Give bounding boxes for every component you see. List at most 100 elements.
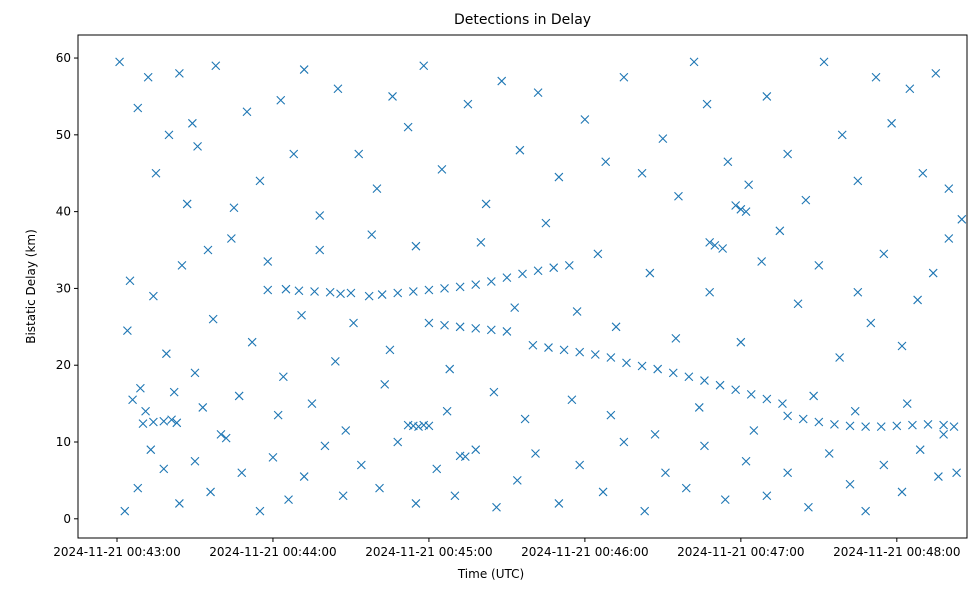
data-point <box>432 464 442 474</box>
data-point <box>190 456 200 466</box>
data-point <box>255 506 265 516</box>
data-point <box>206 487 215 497</box>
y-tick-label: 40 <box>56 205 71 219</box>
data-point <box>762 92 772 101</box>
data-point <box>944 184 954 193</box>
data-point <box>414 422 423 432</box>
data-point <box>356 460 366 470</box>
data-point <box>606 353 616 362</box>
data-point <box>705 237 715 247</box>
data-point <box>289 149 299 159</box>
data-point <box>575 347 585 357</box>
data-point <box>349 318 358 328</box>
data-point <box>544 343 553 352</box>
data-point <box>354 149 364 159</box>
data-point <box>746 390 756 399</box>
data-point <box>445 364 455 374</box>
data-point <box>835 353 845 362</box>
data-point <box>486 325 496 335</box>
data-point <box>284 495 293 504</box>
data-point <box>123 326 132 336</box>
data-point <box>541 218 551 228</box>
data-point <box>879 249 889 259</box>
data-point <box>871 72 881 82</box>
y-tick-label: 60 <box>56 51 71 65</box>
data-point <box>715 380 725 390</box>
data-point <box>276 95 286 105</box>
data-point <box>952 468 961 478</box>
data-point <box>471 280 481 289</box>
data-point <box>720 495 730 504</box>
data-point <box>931 69 941 78</box>
data-point <box>411 499 421 508</box>
data-point <box>440 284 449 293</box>
data-point <box>718 244 728 253</box>
data-point <box>203 245 213 255</box>
data-point <box>346 288 356 298</box>
data-point <box>247 337 257 347</box>
data-point <box>263 285 273 295</box>
data-point <box>705 287 715 297</box>
data-point <box>515 145 525 155</box>
data-point <box>333 84 343 94</box>
data-point <box>866 318 876 328</box>
data-point <box>650 429 660 439</box>
data-point <box>518 269 527 279</box>
data-point <box>177 260 187 270</box>
data-point <box>455 282 465 292</box>
data-point <box>377 290 387 299</box>
data-point <box>622 358 631 368</box>
data-point <box>138 419 148 428</box>
data-point <box>278 372 288 382</box>
data-point <box>148 417 158 427</box>
data-point <box>460 452 470 461</box>
data-point <box>463 99 473 109</box>
data-point <box>471 323 481 333</box>
data-point <box>120 506 130 516</box>
data-point <box>606 410 616 420</box>
data-point <box>125 276 135 286</box>
data-point <box>393 437 403 447</box>
data-point <box>440 320 449 330</box>
data-point <box>598 487 608 497</box>
data-point <box>658 134 668 144</box>
data-point <box>489 387 499 397</box>
data-point <box>211 61 221 71</box>
data-point <box>572 307 582 316</box>
data-point <box>393 288 403 298</box>
data-point <box>694 403 704 412</box>
data-point <box>902 399 912 408</box>
y-tick-label: 0 <box>63 512 71 526</box>
data-point <box>497 76 507 86</box>
x-tick-label: 2024-11-21 00:44:00 <box>209 545 336 559</box>
data-point <box>619 72 629 82</box>
data-point <box>174 69 184 78</box>
data-point <box>798 414 808 424</box>
data-point <box>853 287 863 297</box>
data-point <box>554 499 564 508</box>
data-point <box>299 65 309 74</box>
data-point <box>133 483 143 493</box>
data-point <box>723 157 733 167</box>
x-tick-label: 2024-11-21 00:47:00 <box>677 545 804 559</box>
x-axis-label: Time (UTC) <box>457 567 524 581</box>
data-point <box>237 468 247 478</box>
data-point <box>957 214 967 224</box>
data-point <box>905 84 915 94</box>
data-point <box>234 391 244 401</box>
data-point <box>403 122 413 132</box>
data-point <box>637 361 647 371</box>
data-point <box>549 263 559 273</box>
data-point <box>601 157 611 167</box>
data-point <box>830 419 839 429</box>
data-point <box>325 287 335 297</box>
data-point <box>809 391 819 401</box>
plot-frame <box>77 34 968 539</box>
data-point <box>783 411 793 421</box>
data-point <box>702 99 712 109</box>
data-point <box>294 286 304 296</box>
data-point <box>182 199 192 209</box>
data-point <box>671 333 681 343</box>
x-tick-label: 2024-11-21 00:46:00 <box>521 545 648 559</box>
